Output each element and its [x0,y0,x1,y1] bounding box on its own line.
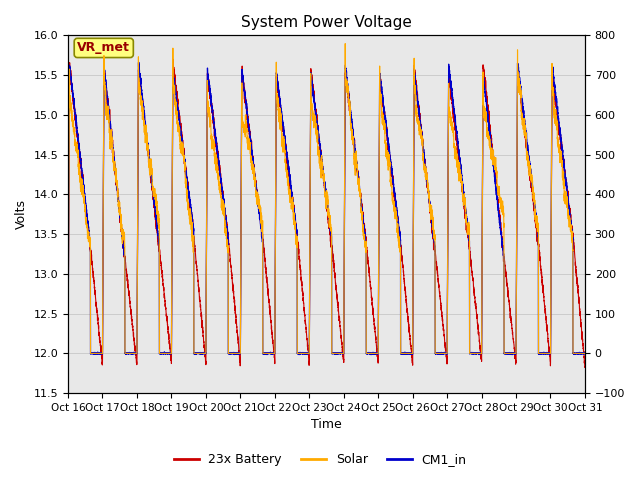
Text: VR_met: VR_met [77,41,130,54]
Title: System Power Voltage: System Power Voltage [241,15,412,30]
Y-axis label: Volts: Volts [15,199,28,229]
Legend: 23x Battery, Solar, CM1_in: 23x Battery, Solar, CM1_in [168,448,472,471]
X-axis label: Time: Time [311,419,342,432]
